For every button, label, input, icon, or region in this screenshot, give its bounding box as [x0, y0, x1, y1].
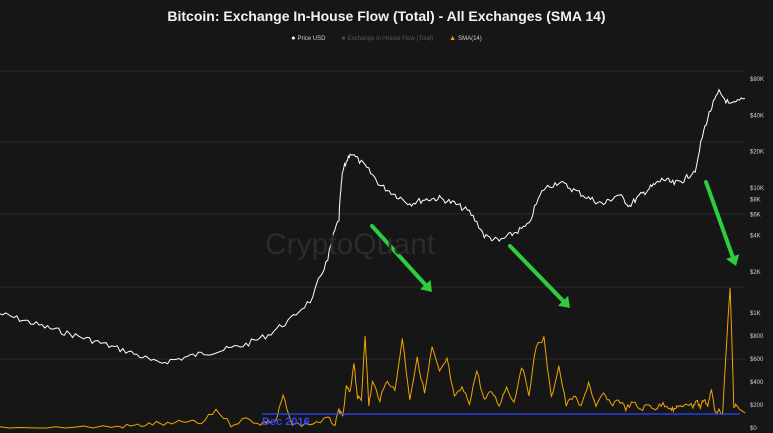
flow-tick-label: $200 — [750, 403, 764, 409]
flow-axis-ticks: $1K $800 $600 $400 $200 $0 — [750, 311, 764, 432]
legend: ● Price USD ● Exchange In-House Flow (To… — [0, 35, 773, 42]
legend-label: Price USD — [297, 36, 326, 42]
price-tick-label: $6K — [750, 213, 761, 219]
price-tick-label: $8K — [750, 197, 761, 203]
price-tick-label: $20K — [750, 150, 764, 156]
flow-tick-label: $0 — [750, 426, 757, 432]
flow-tick-label: $1K — [750, 311, 761, 317]
watermark-logo: CryptoQuant — [265, 228, 436, 261]
legend-dot-icon: ● — [341, 35, 346, 42]
legend-dot-icon: ● — [291, 35, 296, 42]
legend-item-flow[interactable]: ● Exchange In-House Flow (Total) — [341, 35, 434, 42]
flow-tick-label: $800 — [750, 334, 764, 340]
legend-item-price[interactable]: ● Price USD — [291, 35, 326, 42]
dec-2016-label: Dec 2016 — [262, 416, 310, 428]
legend-label: Exchange In-House Flow (Total) — [347, 36, 434, 42]
green-arrow-icon — [704, 180, 740, 266]
price-axis-ticks: $80K $40K $20K $10K $8K $6K $4K $2K — [750, 77, 764, 276]
price-tick-label: $4K — [750, 234, 761, 240]
price-series-line — [0, 88, 746, 365]
chart-title: Bitcoin: Exchange In-House Flow (Total) … — [167, 8, 606, 24]
price-tick-label: $40K — [750, 113, 764, 119]
price-tick-label: $10K — [750, 186, 764, 192]
green-arrow-icon — [508, 244, 570, 308]
grid-lines — [0, 70, 745, 360]
legend-item-sma[interactable]: ▲ SMA(14) — [449, 35, 482, 42]
flow-tick-label: $400 — [750, 380, 764, 386]
trend-arrows — [370, 180, 740, 308]
legend-label: SMA(14) — [458, 36, 482, 42]
price-tick-label: $80K — [750, 77, 764, 83]
legend-triangle-icon: ▲ — [449, 35, 457, 42]
price-tick-label: $2K — [750, 270, 761, 276]
sma-series-line — [0, 287, 746, 429]
flow-tick-label: $600 — [750, 357, 764, 363]
green-arrow-icon — [370, 224, 432, 292]
